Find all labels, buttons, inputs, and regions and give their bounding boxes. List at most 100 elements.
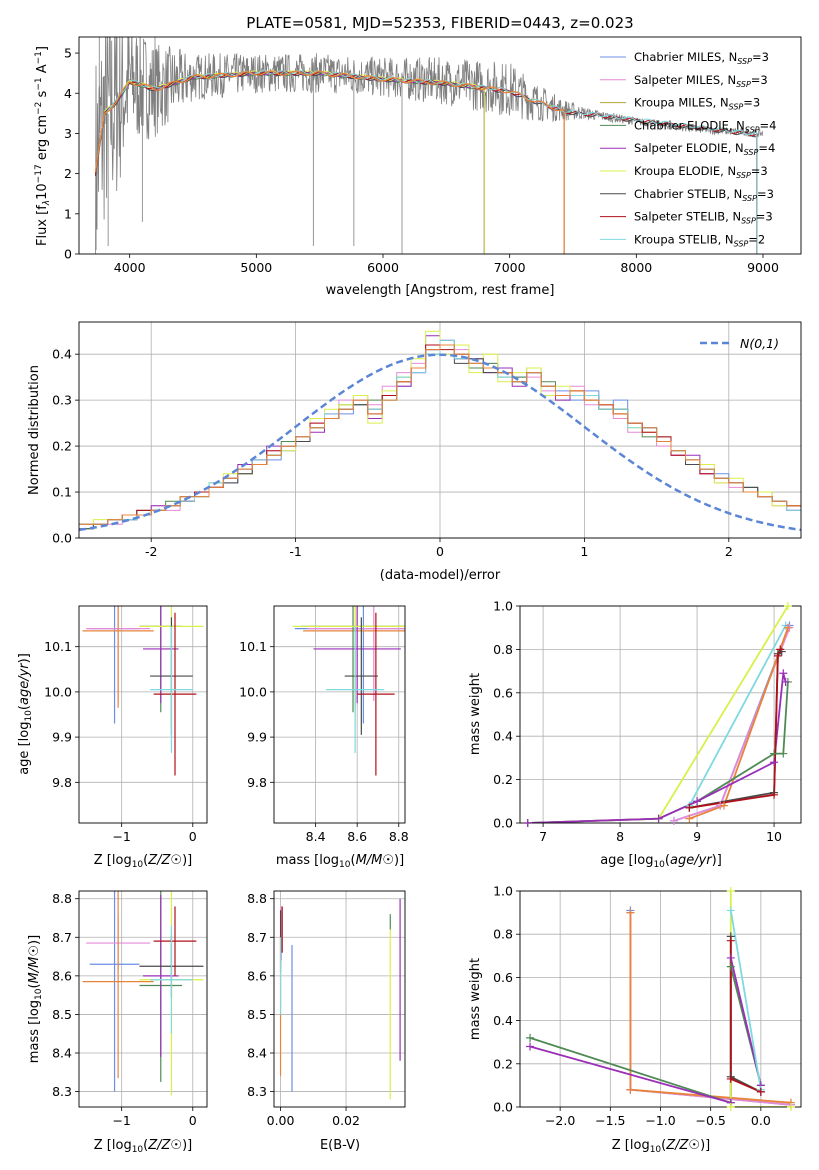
weight-vs-age-marker-salpeter-elodie: [770, 758, 779, 767]
weight-vs-age-xtick-label: 9: [693, 829, 701, 844]
age-vs-mass-xtick-label: 8.8: [389, 829, 409, 844]
weight-vs-age-ylabel: mass weight: [468, 673, 483, 755]
weight-vs-age-ytick-label: 0.2: [493, 772, 513, 787]
weight-vs-age-xlabel-part: )]: [712, 853, 722, 868]
legend-label-part: SSP: [742, 194, 757, 203]
residuals-plot-area: [79, 330, 801, 532]
weight-vs-Z-ytick-label: 0.0: [493, 1100, 513, 1115]
weight-vs-Z-xlabel-part: 10: [650, 1145, 662, 1155]
age-vs-Z-ylabel-part: age/yr: [17, 662, 32, 705]
weight-vs-age-xlabel: age [log10(age/yr)]: [600, 853, 722, 870]
mass-vs-Z-xlabel-part: )]: [182, 1138, 192, 1153]
residuals-xtick-label: 1: [580, 544, 588, 559]
weight-vs-Z-ytick-label: 0.8: [493, 927, 513, 942]
legend-label-salpeter-miles: Salpeter MILES, NSSP=3: [634, 73, 768, 89]
spectrum-ylabel-part: erg cm: [35, 115, 50, 164]
mass-vs-ebv-panel: 0.00 0.02 8.3 8.4 8.5 8.6 8.7 8.8 E(B-V): [247, 890, 406, 1153]
spectrum-panel: 4000 5000 6000 7000 8000 9000 0 1 2 3 4 5 Chabrier M…: [34, 36, 802, 298]
weight-vs-age-xlabel-part: 10: [653, 860, 665, 870]
weight-vs-age-marker-salpeter-stelib: [776, 645, 785, 654]
spectrum-frame: [78, 36, 802, 255]
legend-label-part: =3: [757, 187, 774, 201]
weight-vs-Z-ytick-label: 0.4: [493, 1013, 513, 1028]
legend-label-kroupa-stelib: Kroupa STELIB, NSSP=2: [634, 232, 765, 248]
legend-label-part: =3: [751, 164, 768, 178]
normal-curve: [79, 353, 801, 532]
weight-vs-Z-xtick-label: −1.5: [595, 1113, 625, 1128]
mass-vs-Z-xlabel-part: Z [: [94, 1138, 112, 1153]
spectrum-ylabel-part: Flux [f: [35, 205, 50, 246]
weight-vs-age-xlabel-part: log: [634, 853, 654, 868]
weight-vs-Z-marker-kroupa-elodie: [786, 1103, 795, 1111]
age-vs-mass-xlabel-part: 10: [339, 860, 351, 870]
legend-label-part: =3: [743, 96, 760, 110]
legend-label-chabrier-stelib: Chabrier STELIB, NSSP=3: [634, 187, 774, 203]
spectrum-xlabel: wavelength [Angstrom, rest frame]: [326, 283, 555, 298]
residuals-xtick-label: -1: [289, 544, 301, 559]
weight-vs-age-marker-orange: [685, 814, 694, 823]
mass-vs-Z-ylabel-part: 10: [34, 988, 44, 1000]
age-vs-Z-xlabel: Z [log10(Z/Z☉)]: [94, 853, 193, 870]
spectrum-model-orange: [94, 70, 565, 254]
spectrum-ylabel-part: −2: [34, 102, 44, 115]
mass-vs-Z-xlabel-part: log: [112, 1138, 132, 1153]
mass-vs-Z-xlabel-part: Z/Z☉: [147, 1138, 182, 1153]
age-vs-Z-xlabel-part: Z/Z☉: [147, 853, 182, 868]
weight-vs-age-marker-orange: [783, 623, 792, 632]
age-vs-mass-xlabel-part: M/M☉: [356, 853, 394, 868]
weight-vs-Z-xtick-label: −0.5: [695, 1113, 725, 1128]
legend-label-normal: N(0,1): [740, 336, 779, 351]
weight-vs-age-marker-salpeter-elodie: [523, 819, 532, 827]
weight-vs-Z-xtick-label: −1.0: [645, 1113, 675, 1128]
age-vs-Z-xlabel-part: Z [: [94, 853, 112, 868]
age-vs-mass-xtick-label: 8.4: [306, 829, 326, 844]
age-vs-Z-ylabel-part: )]: [17, 653, 32, 663]
age-vs-mass-ytick-label: 10.0: [239, 684, 267, 699]
age-vs-mass-ytick-label: 9.9: [247, 730, 267, 745]
legend-label-salpeter-elodie: Salpeter ELODIE, NSSP=4: [634, 141, 775, 157]
legend-label-part: SSP: [729, 103, 744, 112]
weight-vs-Z-ytick-label: 1.0: [493, 884, 513, 899]
spectrum-ytick-label: 0: [64, 247, 72, 262]
spectrum-plot-area: [94, 37, 764, 254]
legend-label-part: SSP: [745, 125, 760, 134]
age-vs-mass-xlabel-part: (: [350, 853, 355, 868]
legend-label-part: Salpeter STELIB, N: [634, 210, 741, 224]
weight-vs-Z-xlabel-part: (: [661, 1138, 666, 1153]
mass-vs-Z-ylabel-part: (: [27, 983, 42, 988]
legend-label-part: Chabrier ELODIE, N: [634, 118, 745, 132]
spectrum-ytick-label: 2: [64, 166, 72, 181]
weight-vs-age-xlabel-part: age/yr: [670, 853, 713, 868]
residuals-ytick-label: 0.2: [52, 439, 72, 454]
weight-vs-Z-panel: −2.0 −1.5 −1.0 −0.5 0.0 0.0 0.2 0.4 0.6 0.8 1.0 Z […: [468, 884, 802, 1155]
residuals-xtick-label: 2: [725, 544, 733, 559]
spectrum-model-chabrier-stelib: [95, 71, 758, 254]
mass-vs-Z-xtick-label: 0: [189, 1113, 197, 1128]
residuals-ylabel: Normed distribution: [27, 365, 42, 495]
weight-vs-age-marker-kroupa-elodie: [783, 602, 792, 610]
weight-vs-Z-marker-salpeter-elodie: [526, 1042, 535, 1051]
weight-vs-Z-marker-chabrier-elodie: [526, 1033, 535, 1042]
weight-vs-Z-xlabel: Z [log10(Z/Z☉)]: [612, 1138, 711, 1155]
mass-vs-ebv-ytick-label: 8.4: [247, 1046, 267, 1061]
spectrum-xtick-label: 6000: [367, 260, 399, 275]
weight-vs-Z-ytick-label: 0.6: [493, 970, 513, 985]
age-vs-Z-ylabel-part: log: [17, 722, 32, 742]
mass-vs-Z-ytick-label: 8.3: [52, 1084, 72, 1099]
weight-vs-Z-marker-salpeter-elodie: [726, 953, 735, 962]
mass-vs-ebv-ytick-label: 8.8: [247, 891, 267, 906]
weight-vs-Z-marker-kroupa-elodie: [726, 1103, 735, 1111]
weight-vs-age-marker-chabrier-elodie: [779, 749, 788, 758]
legend-label-kroupa-miles: Kroupa MILES, NSSP=3: [634, 96, 760, 112]
spectrum-ylabel-part: 10: [35, 183, 50, 200]
weight-vs-Z-xlabel-part: )]: [700, 1138, 710, 1153]
spectrum-ylabel-part: −1: [34, 77, 44, 90]
legend-label-part: =3: [752, 50, 769, 64]
spectrum-ytick-label: 4: [64, 86, 72, 101]
legend-label-part: Salpeter MILES, N: [634, 73, 736, 87]
weight-vs-Z-marker-kroupa-elodie: [726, 887, 735, 895]
weight-vs-Z-marker-kroupa-stelib: [726, 906, 735, 915]
age-vs-Z-ytick-label: 10.0: [44, 684, 72, 699]
weight-vs-age-xtick-label: 8: [616, 829, 624, 844]
weight-vs-age-xlabel-part: age [: [600, 853, 633, 868]
